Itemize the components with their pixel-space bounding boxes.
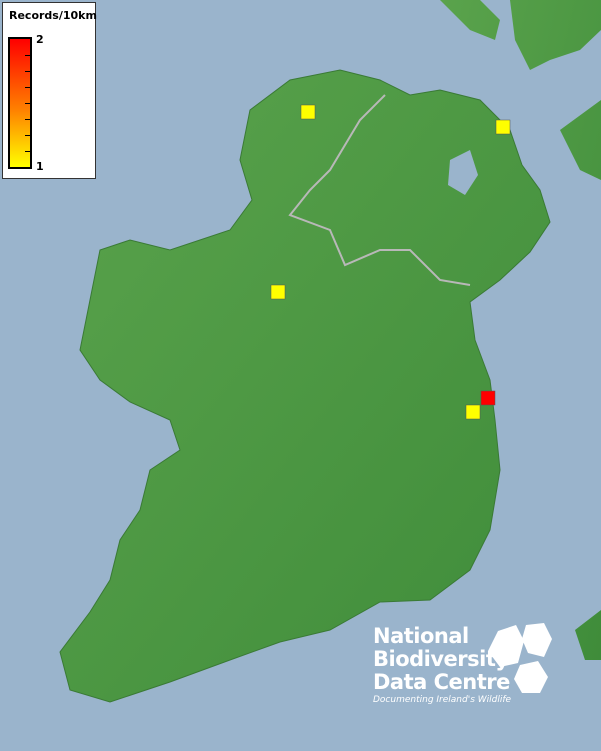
legend-title: Records/10km <box>9 9 97 22</box>
color-ramp <box>8 37 32 169</box>
lough-neagh <box>448 150 478 195</box>
ireland-land <box>59 69 551 703</box>
record-square[interactable] <box>465 404 481 420</box>
record-square[interactable] <box>495 119 511 135</box>
border-line <box>288 94 471 286</box>
record-square[interactable] <box>270 284 286 300</box>
record-squares <box>270 104 511 420</box>
logo-hexagons-icon <box>488 623 552 693</box>
nbdc-logo: National Biodiversity Data Centre Docume… <box>373 623 552 705</box>
legend: Records/10km 2 1 <box>2 2 97 179</box>
record-square[interactable] <box>480 390 496 406</box>
record-square[interactable] <box>300 104 316 120</box>
legend-max-label: 2 <box>36 33 44 46</box>
legend-min-label: 1 <box>36 160 44 173</box>
